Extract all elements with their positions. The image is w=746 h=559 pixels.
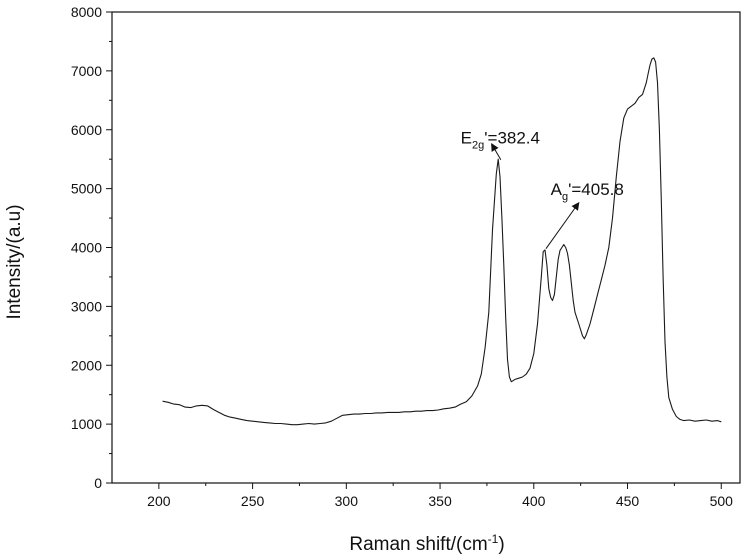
x-tick-label: 350 xyxy=(428,493,452,509)
x-tick-label: 500 xyxy=(710,493,734,509)
y-tick-label: 2000 xyxy=(71,357,102,373)
annotation-base: A xyxy=(551,180,563,199)
y-tick-label: 4000 xyxy=(71,240,102,256)
y-tick-label: 0 xyxy=(94,475,102,491)
x-axis-title: Raman shift/(cm-1) xyxy=(349,532,504,555)
peak-annotation-label: Ag'=405.8 xyxy=(551,180,624,203)
x-axis-title-close: ) xyxy=(498,534,504,555)
x-tick-label: 400 xyxy=(522,493,546,509)
annotation-subscript: 2g xyxy=(472,139,484,151)
spectrum-series xyxy=(163,58,722,425)
x-tick-label: 250 xyxy=(241,493,265,509)
annotation-arrow xyxy=(546,203,579,249)
y-tick-label: 8000 xyxy=(71,4,102,20)
x-tick-label: 450 xyxy=(616,493,640,509)
x-axis-title-superscript: -1 xyxy=(488,532,499,546)
x-tick-label: 200 xyxy=(147,493,171,509)
y-tick-label: 6000 xyxy=(71,122,102,138)
y-tick-label: 7000 xyxy=(71,63,102,79)
annotation-value: '=405.8 xyxy=(568,180,624,199)
peak-annotations: E2g'=382.4 Ag'=405.8 xyxy=(461,128,624,248)
y-tick-label: 5000 xyxy=(71,181,102,197)
annotation-value: '=382.4 xyxy=(484,128,540,147)
peak-annotation-label: E2g'=382.4 xyxy=(461,128,540,151)
axis-ticks: 2002503003504004505000100020003000400050… xyxy=(71,4,733,509)
spectrum-line xyxy=(163,58,722,425)
y-axis-title: Intensity/(a.u) xyxy=(4,204,25,319)
y-tick-label: 3000 xyxy=(71,298,102,314)
annotation-base: E xyxy=(461,128,472,147)
x-axis-title-main: Raman shift/(cm xyxy=(349,534,487,555)
x-tick-label: 300 xyxy=(335,493,359,509)
y-tick-label: 1000 xyxy=(71,416,102,432)
